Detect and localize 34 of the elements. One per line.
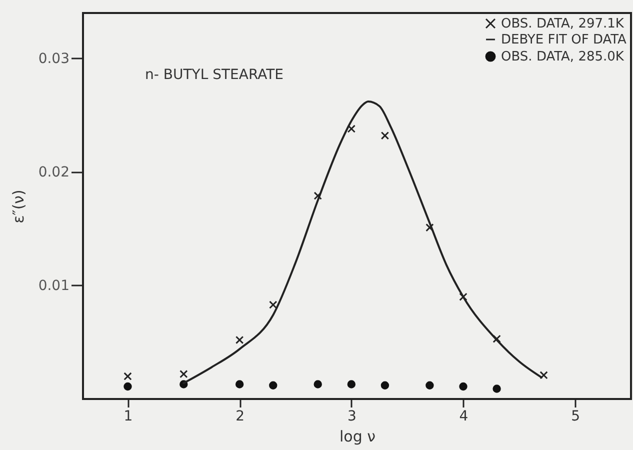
- y-tick-label: 0.02: [38, 164, 70, 180]
- y-axis-title: ε″(ν): [9, 190, 28, 224]
- point: [380, 132, 390, 140]
- legend-label: OBS. DATA, 297.1K: [501, 16, 624, 32]
- annotation: n- BUTYL STEARATE: [145, 67, 284, 83]
- x-tick-label: 4: [459, 408, 468, 424]
- point: [124, 382, 132, 391]
- x-tick-label: 5: [571, 408, 580, 424]
- point: [314, 380, 322, 388]
- point: [459, 382, 468, 391]
- point: [426, 381, 434, 390]
- point: [180, 370, 188, 378]
- point: [540, 371, 548, 380]
- point: [269, 381, 278, 390]
- x-tick-label: 2: [236, 408, 245, 424]
- point: [426, 223, 434, 232]
- x-tick-label: 1: [124, 408, 133, 424]
- y-tick-label: 0.01: [38, 278, 70, 294]
- x-axis-title: log ν: [339, 428, 376, 446]
- point: [492, 384, 501, 393]
- point: [380, 381, 390, 390]
- x-tick-label: 3: [347, 408, 356, 424]
- point: [314, 192, 322, 200]
- point: [347, 124, 356, 133]
- y-tick-label: 0.03: [38, 50, 70, 67]
- legend-label: OBS. DATA, 285.0K: [501, 50, 624, 64]
- legend-label: DEBYE FIT OF DATA: [501, 32, 627, 48]
- point: [124, 372, 132, 380]
- point: [235, 380, 244, 388]
- point: [492, 334, 501, 343]
- point: [347, 380, 356, 388]
- point: [459, 292, 468, 301]
- point: [235, 336, 244, 344]
- point: [269, 300, 278, 309]
